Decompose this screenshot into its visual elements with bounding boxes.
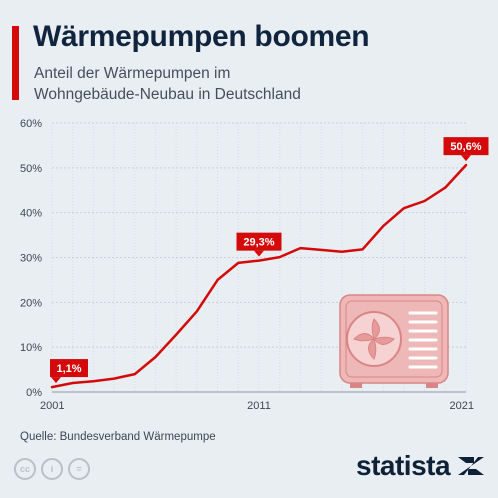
brand-name: statista [356,450,451,481]
x-tick-label: 2011 [247,400,271,412]
y-tick-label: 40% [20,208,42,220]
series-line [50,163,468,389]
person-icon[interactable]: i [41,458,63,480]
data-label-pointer [254,250,264,257]
data-label-box [236,232,282,251]
heat-pump-fan-blade [368,338,377,360]
data-label-box [50,359,88,378]
data-label: 1,1% [56,363,81,375]
data-label: 29,3% [243,237,274,249]
data-labels: 1,1% 29,3% 50,6% [50,137,489,384]
data-label-pointer [461,155,471,162]
axis-labels: 0% 10% 20% 30% 40% 50% 60% 2001 2011 2021 [20,118,474,412]
equals-icon[interactable]: = [68,458,90,480]
subtitle: Anteil der Wärmepumpen im Wohngebäude-Ne… [34,63,474,105]
page-title: Wärmepumpen boomen [33,20,370,53]
y-tick-label: 10% [20,342,42,354]
heat-pump-fan-blade [371,318,380,340]
x-tick-label: 2021 [450,400,474,412]
data-label-pointer [51,377,61,384]
statista-logo-icon [458,457,485,475]
subtitle-line-1: Anteil der Wärmepumpen im [34,65,231,82]
y-tick-label: 60% [20,118,42,130]
source-note: Quelle: Bundesverband Wärmepumpe [20,431,216,443]
data-label-box [443,137,489,156]
heat-pump-fan-blade [353,333,375,342]
cc-icon[interactable]: cc [14,458,36,480]
y-tick-label: 30% [20,253,42,265]
license-icons[interactable]: cc i = [14,458,90,480]
heat-pump-foot [350,383,362,388]
y-tick-label: 50% [20,163,42,175]
heat-pump-icon [339,294,449,388]
heat-pump-fan-blade [373,336,395,345]
title-accent-bar [12,26,19,100]
statista-logo[interactable]: statista [356,450,486,482]
data-label: 50,6% [450,141,481,153]
x-tick-label: 2001 [40,400,64,412]
heat-pump-foot [426,383,438,388]
y-tick-label: 0% [26,387,42,399]
subtitle-line-2: Wohngebäude-Neubau in Deutschland [34,86,301,103]
y-tick-label: 20% [20,297,42,309]
series-line-layer [50,163,468,389]
